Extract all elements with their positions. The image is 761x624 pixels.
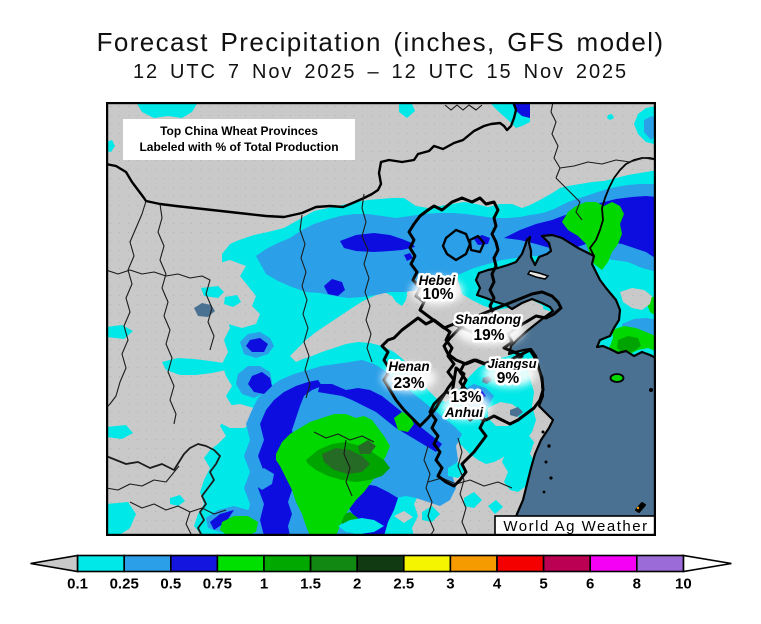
svg-text:6: 6	[586, 576, 594, 593]
svg-text:Henan: Henan	[388, 359, 429, 374]
svg-text:Jiangsu: Jiangsu	[487, 356, 536, 371]
svg-text:10%: 10%	[422, 286, 453, 303]
svg-text:10: 10	[675, 576, 692, 593]
svg-text:8: 8	[633, 576, 641, 593]
svg-text:9%: 9%	[497, 370, 520, 387]
svg-text:0.5: 0.5	[160, 576, 181, 593]
svg-text:3: 3	[446, 576, 454, 593]
svg-text:0.1: 0.1	[67, 576, 88, 593]
svg-text:1: 1	[260, 576, 268, 593]
svg-text:World Ag Weather: World Ag Weather	[503, 518, 648, 535]
svg-text:Anhui: Anhui	[444, 405, 483, 420]
svg-text:Labeled with % of Total Produc: Labeled with % of Total Production	[139, 140, 338, 154]
svg-text:13%: 13%	[450, 389, 481, 406]
svg-text:4: 4	[493, 576, 502, 593]
svg-text:5: 5	[539, 576, 547, 593]
svg-text:23%: 23%	[393, 375, 424, 392]
svg-text:Top China Wheat Provinces: Top China Wheat Provinces	[160, 124, 318, 138]
svg-text:Hebei: Hebei	[419, 273, 456, 288]
svg-text:Shandong: Shandong	[455, 312, 522, 327]
svg-text:1.5: 1.5	[300, 576, 321, 593]
svg-text:2.5: 2.5	[393, 576, 414, 593]
svg-text:0.25: 0.25	[110, 576, 139, 593]
svg-text:2: 2	[353, 576, 361, 593]
svg-text:19%: 19%	[473, 327, 504, 344]
svg-text:0.75: 0.75	[203, 576, 232, 593]
